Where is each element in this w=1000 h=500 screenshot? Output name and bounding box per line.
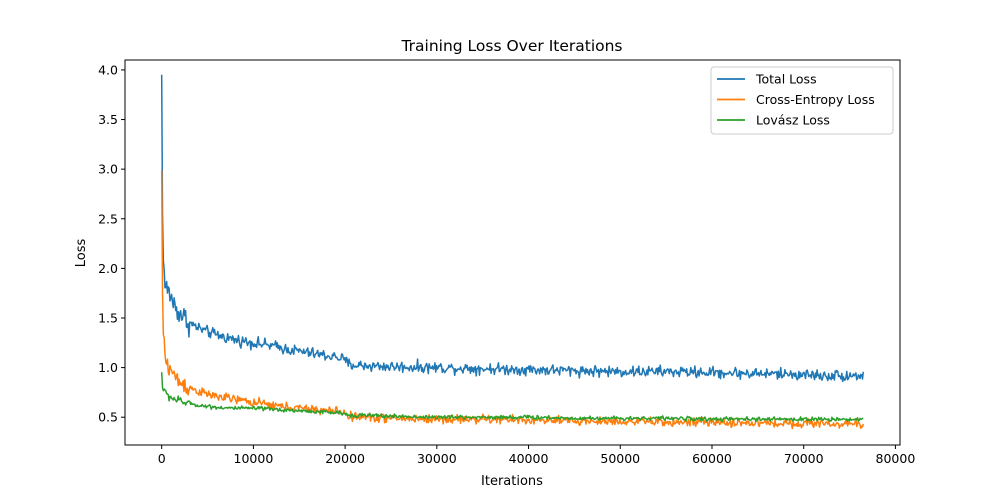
x-axis-label: Iterations	[481, 474, 543, 489]
y-tick-label: 0.5	[98, 410, 118, 425]
y-tick-label: 3.5	[98, 112, 118, 127]
series-layer	[160, 74, 865, 430]
legend-box	[710, 66, 894, 135]
x-axis-ticks: 0 10000 20000 30000 40000 50000 60000 70000 8000…	[158, 445, 916, 466]
series-line-0	[160, 74, 865, 383]
y-tick-label: 2.0	[98, 261, 118, 276]
y-axis-label: Loss	[74, 239, 89, 268]
legend: Total Loss Cross-Entropy Loss Lovász Loss	[710, 66, 894, 135]
legend-label: Lovász Loss	[756, 113, 830, 128]
y-tick-label: 2.5	[98, 211, 118, 226]
legend-label: Cross-Entropy Loss	[756, 92, 875, 107]
y-tick-label: 1.0	[98, 360, 118, 375]
x-tick-label: 80000	[876, 451, 916, 466]
y-axis-ticks: 0.5 1.0 1.5 2.0 2.5 3.0 3.5 4.0	[98, 62, 125, 425]
series-line-1	[160, 169, 865, 430]
x-tick-label: 30000	[417, 451, 457, 466]
x-tick-label: 20000	[325, 451, 365, 466]
x-tick-label: 40000	[509, 451, 549, 466]
chart-title: Training Loss Over Iterations	[400, 37, 622, 55]
plot-frame	[124, 59, 901, 446]
x-tick-label: 10000	[234, 451, 274, 466]
series-line-2	[160, 372, 864, 423]
legend-label: Total Loss	[755, 72, 817, 87]
y-tick-label: 1.5	[98, 310, 118, 325]
y-tick-label: 3.0	[98, 162, 118, 177]
y-tick-label: 4.0	[98, 62, 118, 77]
x-tick-label: 60000	[692, 451, 732, 466]
x-tick-label: 0	[158, 451, 166, 466]
x-tick-label: 70000	[784, 451, 824, 466]
x-tick-label: 50000	[600, 451, 640, 466]
